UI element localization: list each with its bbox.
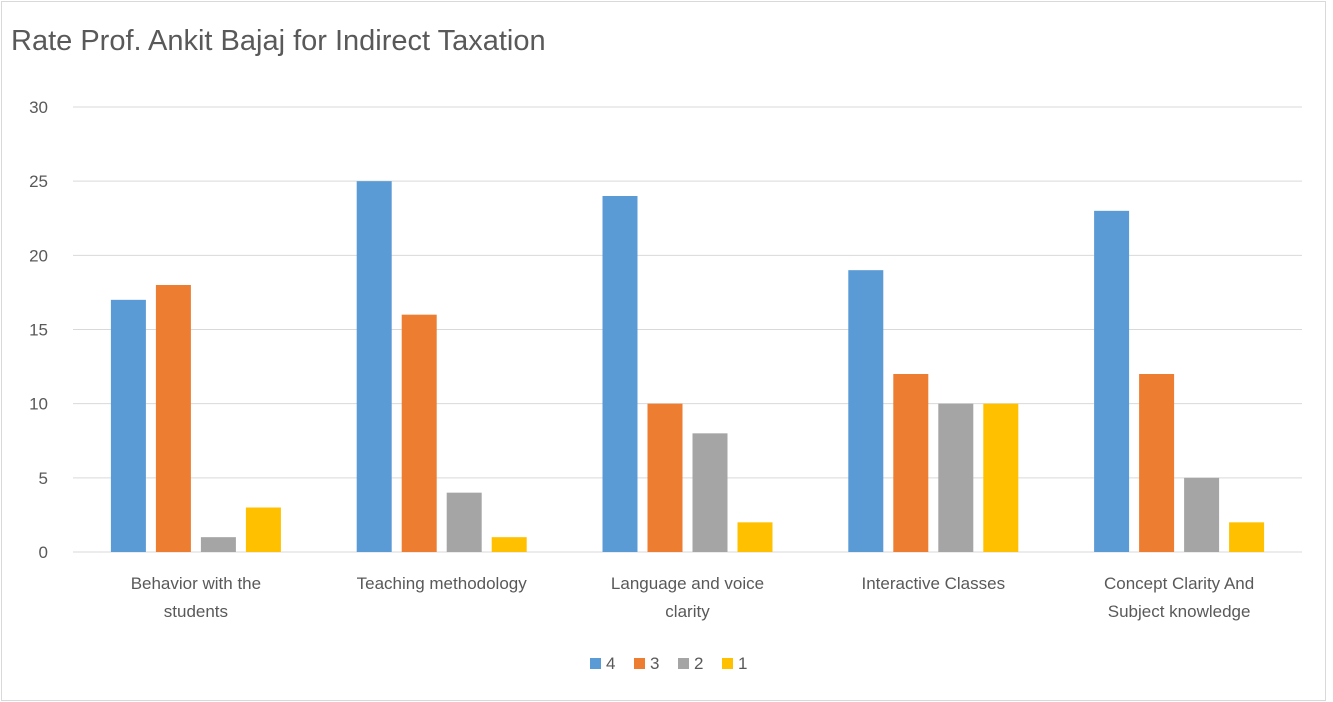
bars [110, 181, 1265, 553]
x-category-label: Concept Clarity And [1104, 574, 1254, 593]
bar [848, 270, 884, 552]
legend-label: 2 [694, 654, 703, 673]
x-category-label: Language and voice [611, 574, 764, 593]
bar [602, 196, 638, 552]
bar [1139, 374, 1175, 552]
bar [893, 374, 929, 552]
y-axis-ticks: 0 5 10 15 20 25 30 [29, 98, 48, 562]
legend-swatch [722, 658, 733, 669]
legend-swatch [590, 658, 601, 669]
bar [1184, 477, 1220, 552]
x-category-label: Teaching methodology [357, 574, 528, 593]
y-tick-label: 25 [29, 172, 48, 191]
y-tick-label: 10 [29, 395, 48, 414]
x-category-label: students [164, 602, 228, 621]
bar [491, 537, 527, 552]
bar [401, 314, 437, 552]
chart-title: Rate Prof. Ankit Bajaj for Indirect Taxa… [11, 25, 546, 57]
bar [647, 403, 683, 552]
legend-label: 1 [738, 654, 747, 673]
bar [356, 181, 392, 552]
bar [737, 522, 773, 552]
y-tick-label: 0 [39, 543, 48, 562]
x-category-label: Behavior with the [131, 574, 261, 593]
bar [938, 403, 974, 552]
bar [200, 537, 236, 552]
y-tick-label: 15 [29, 321, 48, 340]
bar [983, 403, 1019, 552]
bar [1229, 522, 1265, 552]
x-axis-labels: Behavior with the students Teaching method… [131, 574, 1255, 621]
x-category-label: clarity [665, 602, 710, 621]
x-category-label: Subject knowledge [1108, 602, 1251, 621]
bar [245, 507, 281, 552]
bar [692, 433, 728, 552]
legend: 4 3 2 1 [590, 654, 747, 673]
bar [110, 299, 146, 552]
legend-swatch [678, 658, 689, 669]
bar [155, 285, 191, 552]
bar [446, 492, 482, 552]
y-tick-label: 5 [39, 469, 48, 488]
y-tick-label: 30 [29, 98, 48, 117]
bar [1094, 210, 1130, 553]
legend-label: 3 [650, 654, 659, 673]
legend-label: 4 [606, 654, 615, 673]
x-category-label: Interactive Classes [861, 574, 1005, 593]
legend-swatch [634, 658, 645, 669]
y-tick-label: 20 [29, 246, 48, 265]
